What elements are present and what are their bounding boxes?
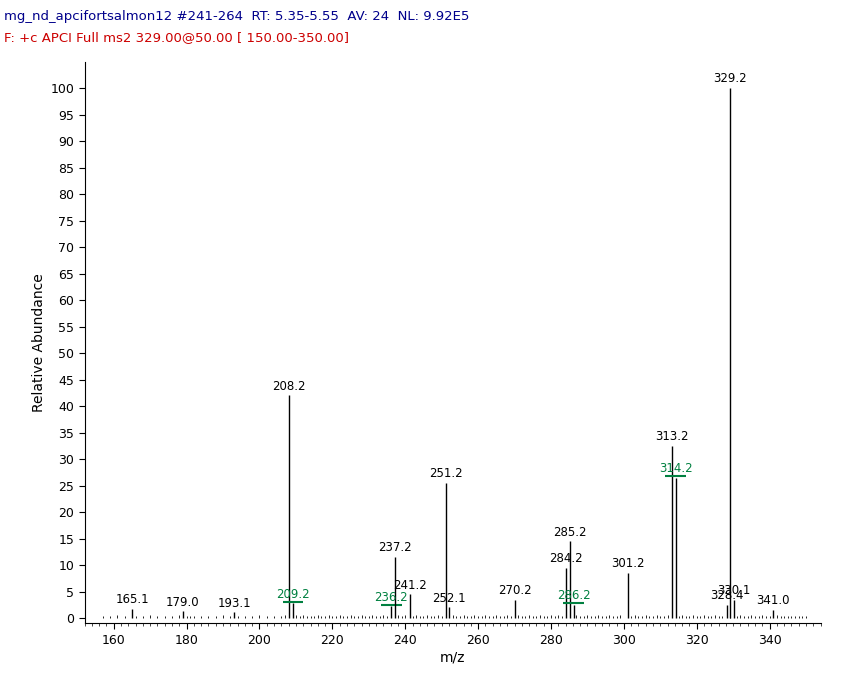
Text: 286.2: 286.2 <box>557 589 591 602</box>
Text: 179.0: 179.0 <box>166 595 200 608</box>
Text: 313.2: 313.2 <box>655 430 689 443</box>
Text: 330.1: 330.1 <box>717 584 750 597</box>
Text: 301.2: 301.2 <box>612 558 645 571</box>
Text: 241.2: 241.2 <box>393 579 426 592</box>
Text: mg_nd_apcifortsalmon12 #241-264  RT: 5.35-5.55  AV: 24  NL: 9.92E5: mg_nd_apcifortsalmon12 #241-264 RT: 5.35… <box>4 10 470 23</box>
Text: 165.1: 165.1 <box>116 593 149 606</box>
Text: 341.0: 341.0 <box>756 595 790 608</box>
Text: 208.2: 208.2 <box>272 380 306 393</box>
Text: 329.2: 329.2 <box>713 73 747 86</box>
Text: 236.2: 236.2 <box>375 590 409 603</box>
X-axis label: m/z: m/z <box>440 651 465 665</box>
Text: 270.2: 270.2 <box>498 584 532 597</box>
Text: 251.2: 251.2 <box>429 467 463 480</box>
Y-axis label: Relative Abundance: Relative Abundance <box>32 273 47 412</box>
Text: 209.2: 209.2 <box>276 588 310 601</box>
Text: 328.4: 328.4 <box>711 589 744 602</box>
Text: 284.2: 284.2 <box>550 552 583 565</box>
Text: 237.2: 237.2 <box>378 541 412 554</box>
Text: 252.1: 252.1 <box>432 592 466 605</box>
Text: 285.2: 285.2 <box>553 525 586 538</box>
Text: 193.1: 193.1 <box>217 597 251 610</box>
Text: 314.2: 314.2 <box>659 462 692 475</box>
Text: F: +c APCI Full ms2 329.00@50.00 [ 150.00-350.00]: F: +c APCI Full ms2 329.00@50.00 [ 150.0… <box>4 31 349 44</box>
